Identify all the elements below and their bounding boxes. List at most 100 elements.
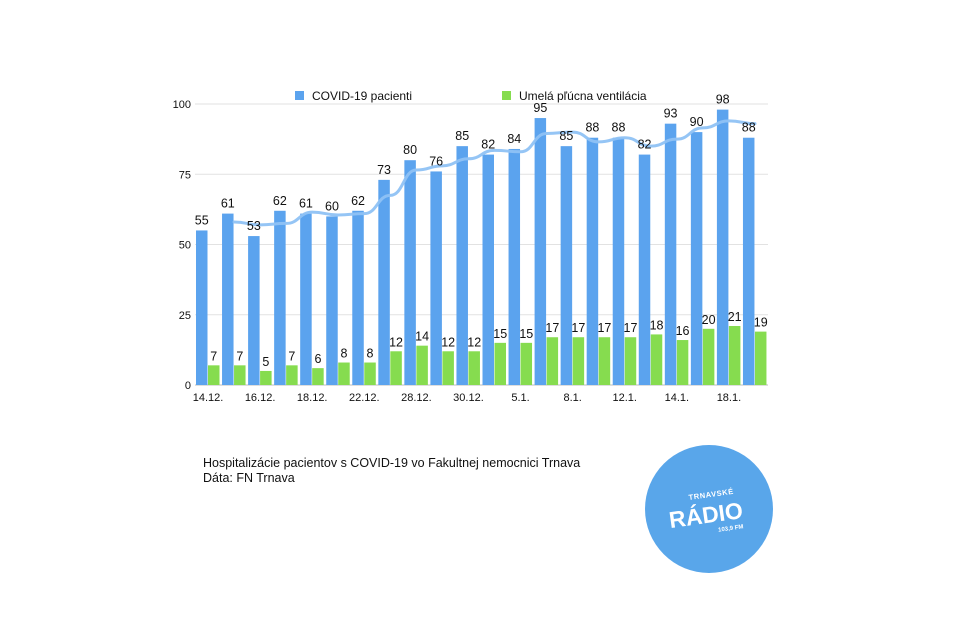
logo-circle xyxy=(645,445,773,573)
bar-ventilation xyxy=(260,370,272,385)
logo-frequency-text: 103,9 FM xyxy=(718,524,744,533)
caption-source: Dáta: FN Trnava xyxy=(203,471,295,485)
bar-ventilation xyxy=(468,351,480,385)
bar-covid xyxy=(534,118,547,386)
data-label-covid: 76 xyxy=(429,154,443,168)
bar-ventilation xyxy=(312,368,324,385)
legend: COVID-19 pacienti Umelá pľúcna ventiláci… xyxy=(295,89,647,103)
legend-swatch-ventilation xyxy=(502,91,511,100)
data-label-ventilation: 20 xyxy=(702,313,716,327)
data-label-covid: 55 xyxy=(195,213,209,227)
bar-covid xyxy=(482,154,494,385)
data-label-ventilation: 7 xyxy=(236,349,243,363)
x-tick-label: 18.12. xyxy=(297,392,328,404)
bar-covid xyxy=(690,132,703,385)
data-label-covid: 88 xyxy=(585,121,599,135)
bar-covid xyxy=(404,160,416,385)
data-label-ventilation: 8 xyxy=(367,347,374,361)
data-label-covid: 88 xyxy=(612,121,626,135)
bar-covid xyxy=(586,137,599,385)
data-label-ventilation: 7 xyxy=(210,349,217,363)
x-tick-label: 8.1. xyxy=(563,392,581,404)
data-label-ventilation: 17 xyxy=(597,321,611,335)
bar-covid xyxy=(664,123,677,386)
bar-ventilation xyxy=(390,351,402,385)
bar-ventilation xyxy=(650,334,663,385)
data-label-covid: 62 xyxy=(351,194,365,208)
data-label-covid: 80 xyxy=(403,143,417,157)
data-label-ventilation: 12 xyxy=(467,335,481,349)
bar-ventilation xyxy=(416,345,428,385)
data-label-ventilation: 15 xyxy=(493,327,507,341)
data-label-covid: 85 xyxy=(455,129,469,143)
data-label-ventilation: 17 xyxy=(624,321,638,335)
data-label-covid: 82 xyxy=(481,138,495,152)
data-label-ventilation: 19 xyxy=(754,316,768,330)
bar-covid xyxy=(612,137,625,385)
y-tick-label: 100 xyxy=(173,99,191,111)
data-label-covid: 98 xyxy=(716,93,730,107)
x-tick-label: 30.12. xyxy=(453,392,484,404)
x-tick-label: 18.1. xyxy=(717,392,741,404)
bar-covid xyxy=(378,179,390,385)
x-tick-label: 12.1. xyxy=(613,392,637,404)
bar-covid xyxy=(326,216,338,385)
bar-covid xyxy=(274,210,286,385)
bar-covid xyxy=(742,137,755,385)
bar-covid xyxy=(508,148,521,385)
data-label-covid: 85 xyxy=(559,129,573,143)
data-label-covid: 82 xyxy=(638,138,652,152)
data-label-ventilation: 21 xyxy=(728,310,742,324)
data-label-covid: 90 xyxy=(690,115,704,129)
x-tick-label: 22.12. xyxy=(349,392,380,404)
x-tick-label: 28.12. xyxy=(401,392,432,404)
bar-covid xyxy=(300,213,312,385)
x-axis: 14.12. 16.12. 18.12. 22.12. 28.12. 30.12. 5.1.… xyxy=(193,392,741,404)
chart-caption: Hospitalizácie pacientov s COVID-19 vo F… xyxy=(203,456,580,486)
data-label-ventilation: 16 xyxy=(676,324,690,338)
data-label-ventilation: 7 xyxy=(288,349,295,363)
y-tick-label: 50 xyxy=(179,240,191,252)
data-labels: 5576175356276166086287312801476128512821… xyxy=(195,93,768,369)
caption-title: Hospitalizácie pacientov s COVID-19 vo F… xyxy=(203,456,581,470)
bar-ventilation xyxy=(520,342,533,385)
data-label-covid: 88 xyxy=(742,121,756,135)
data-label-covid: 61 xyxy=(221,197,235,211)
x-tick-label: 14.12. xyxy=(193,392,224,404)
data-label-covid: 61 xyxy=(299,197,313,211)
legend-label-ventilation: Umelá pľúcna ventilácia xyxy=(519,89,647,103)
x-tick-label: 16.12. xyxy=(245,392,276,404)
bar-ventilation xyxy=(442,351,454,385)
data-label-covid: 60 xyxy=(325,199,339,213)
data-label-covid: 95 xyxy=(533,101,547,115)
data-label-covid: 84 xyxy=(507,132,521,146)
data-label-covid: 53 xyxy=(247,219,261,233)
bar-ventilation xyxy=(676,340,689,385)
bar-covid xyxy=(560,146,573,385)
bar-ventilation xyxy=(364,362,376,385)
bar-covid xyxy=(196,230,208,385)
legend-swatch-covid xyxy=(295,91,304,100)
bar-covid xyxy=(248,236,260,385)
bar-ventilation xyxy=(624,337,637,385)
trend-line-path xyxy=(232,119,757,227)
data-label-ventilation: 12 xyxy=(389,335,403,349)
bar-ventilation xyxy=(338,362,350,385)
bar-covid xyxy=(430,171,442,385)
y-tick-label: 25 xyxy=(179,310,191,322)
bar-ventilation xyxy=(494,342,506,385)
data-label-ventilation: 8 xyxy=(341,347,348,361)
bar-covid xyxy=(716,109,729,386)
bar-ventilation xyxy=(728,325,741,385)
x-tick-label: 14.1. xyxy=(665,392,689,404)
data-label-covid: 62 xyxy=(273,194,287,208)
y-tick-label: 0 xyxy=(185,380,191,392)
data-label-ventilation: 17 xyxy=(545,321,559,335)
trend-line xyxy=(232,119,757,227)
data-label-covid: 73 xyxy=(377,163,391,177)
bar-covid xyxy=(456,146,468,385)
bar-ventilation xyxy=(234,365,246,385)
data-label-ventilation: 6 xyxy=(314,352,321,366)
data-label-ventilation: 15 xyxy=(519,327,533,341)
